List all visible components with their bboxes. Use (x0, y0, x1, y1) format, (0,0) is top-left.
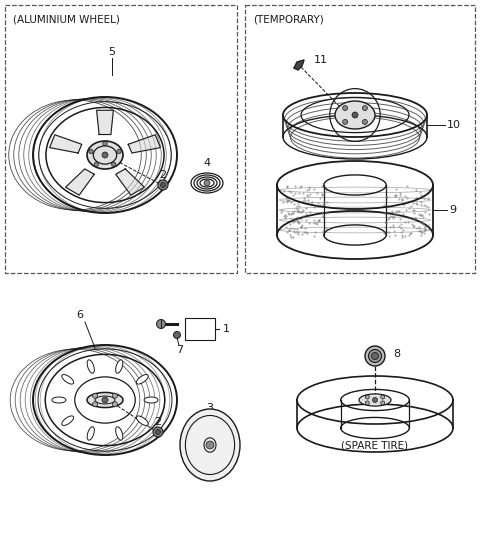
Circle shape (343, 106, 348, 111)
Text: 7: 7 (177, 345, 183, 355)
Ellipse shape (87, 393, 123, 408)
Circle shape (362, 106, 367, 111)
Circle shape (204, 180, 210, 186)
Circle shape (93, 393, 97, 398)
Ellipse shape (62, 416, 73, 425)
Circle shape (381, 401, 384, 405)
Circle shape (206, 441, 214, 449)
Ellipse shape (62, 374, 73, 384)
Ellipse shape (359, 394, 391, 406)
Text: 1: 1 (223, 324, 230, 334)
Circle shape (160, 183, 166, 187)
Text: 10: 10 (447, 120, 461, 130)
Circle shape (365, 395, 369, 399)
Ellipse shape (116, 360, 123, 373)
Bar (5, 5, 237, 273)
Circle shape (381, 395, 384, 399)
Polygon shape (294, 60, 304, 70)
Polygon shape (128, 135, 160, 153)
Circle shape (94, 162, 98, 166)
Ellipse shape (52, 397, 66, 403)
Text: 4: 4 (204, 158, 211, 168)
Ellipse shape (136, 374, 148, 384)
Ellipse shape (87, 427, 95, 440)
Text: 8: 8 (393, 349, 400, 359)
Circle shape (372, 397, 377, 403)
Circle shape (103, 141, 107, 146)
Polygon shape (96, 110, 113, 134)
Text: 2: 2 (159, 170, 167, 180)
Ellipse shape (116, 427, 123, 440)
Circle shape (112, 402, 118, 407)
Circle shape (173, 331, 180, 338)
Ellipse shape (136, 416, 148, 425)
Polygon shape (66, 169, 94, 195)
Circle shape (102, 397, 108, 403)
Text: (SPARE TIRE): (SPARE TIRE) (341, 441, 408, 451)
Circle shape (112, 393, 118, 398)
Text: (TEMPORARY): (TEMPORARY) (253, 15, 324, 25)
Text: (ALUMINIUM WHEEL): (ALUMINIUM WHEEL) (13, 15, 120, 25)
Ellipse shape (144, 397, 158, 403)
Text: 6: 6 (76, 310, 84, 320)
Circle shape (365, 401, 369, 405)
Circle shape (89, 149, 93, 154)
Bar (245, 5, 475, 273)
Circle shape (343, 119, 348, 125)
Circle shape (102, 152, 108, 158)
Bar (185, 318, 215, 340)
Text: 11: 11 (314, 55, 328, 65)
Circle shape (365, 346, 385, 366)
Text: 9: 9 (449, 205, 456, 215)
Polygon shape (49, 135, 82, 153)
Ellipse shape (335, 101, 375, 129)
Circle shape (156, 320, 166, 329)
Text: 2: 2 (155, 417, 162, 427)
Circle shape (362, 119, 367, 125)
Circle shape (369, 350, 382, 362)
Polygon shape (116, 169, 144, 195)
Circle shape (352, 112, 358, 118)
Circle shape (153, 427, 163, 437)
Ellipse shape (87, 141, 123, 169)
Text: 3: 3 (206, 403, 214, 413)
Circle shape (158, 180, 168, 190)
Circle shape (93, 402, 97, 407)
Circle shape (156, 430, 160, 434)
Circle shape (111, 162, 116, 166)
Ellipse shape (87, 360, 95, 373)
Circle shape (372, 352, 379, 359)
Text: 5: 5 (108, 47, 116, 57)
Circle shape (117, 149, 121, 154)
Ellipse shape (180, 409, 240, 481)
